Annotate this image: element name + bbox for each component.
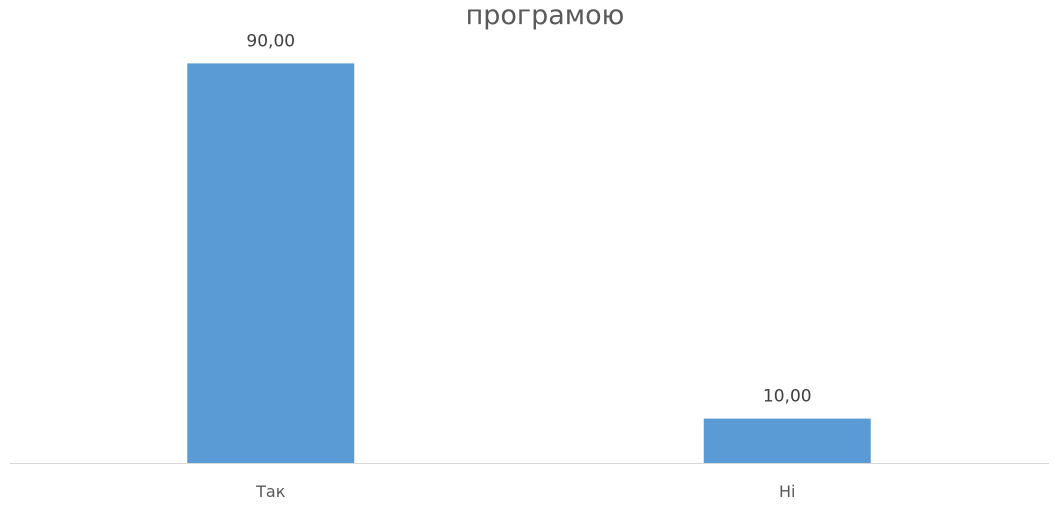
chart-title: програмою <box>466 0 625 31</box>
bar-2 <box>703 418 871 463</box>
data-label-2: 10,00 <box>763 387 812 407</box>
data-label-1: 90,00 <box>246 31 295 51</box>
bars-layer <box>187 63 871 464</box>
data-labels-layer: 90,00 10,00 <box>246 31 811 406</box>
x-tick-label-2: Ні <box>779 482 795 501</box>
bar-1 <box>187 63 355 464</box>
x-tick-labels-layer: Так Ні <box>255 482 795 501</box>
x-tick-label-1: Так <box>255 482 286 501</box>
